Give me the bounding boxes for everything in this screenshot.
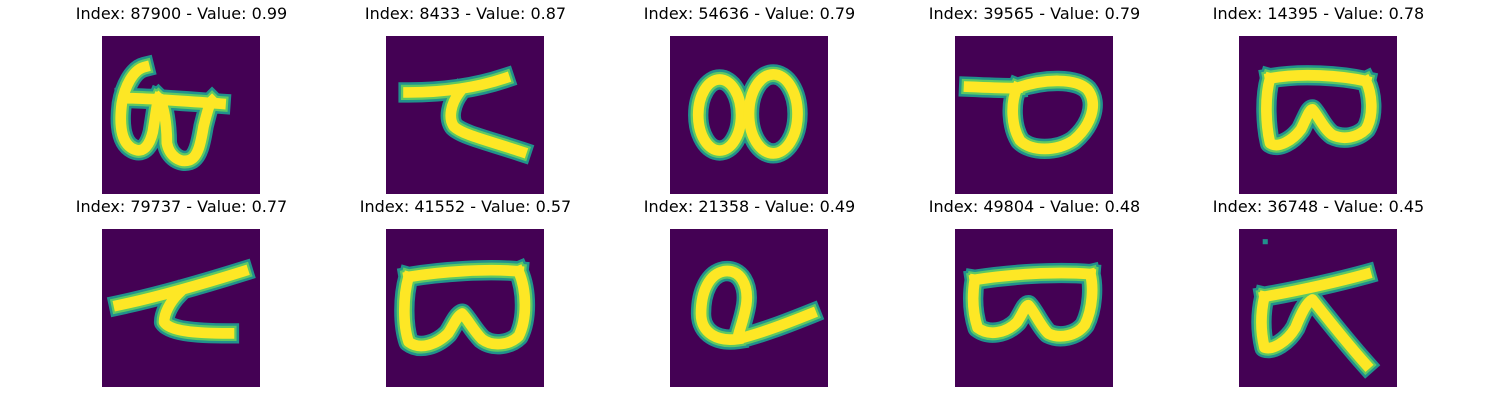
panel-10: Index: 36748 - Value: 0.45 xyxy=(1176,197,1461,387)
handwritten-glyph-image xyxy=(955,36,1113,194)
panel-8: Index: 21358 - Value: 0.49 xyxy=(607,197,892,387)
panel-6: Index: 79737 - Value: 0.77 xyxy=(39,197,324,387)
panel-2: Index: 8433 - Value: 0.87 xyxy=(323,4,608,194)
panel-title: Index: 36748 - Value: 0.45 xyxy=(1212,197,1425,216)
panel-9: Index: 49804 - Value: 0.48 xyxy=(892,197,1177,387)
handwritten-glyph-image xyxy=(1239,36,1397,194)
handwritten-glyph-image xyxy=(102,36,260,194)
panel-title: Index: 8433 - Value: 0.87 xyxy=(364,4,567,23)
panel-title: Index: 41552 - Value: 0.57 xyxy=(359,197,572,216)
panel-title: Index: 21358 - Value: 0.49 xyxy=(643,197,856,216)
panel-title: Index: 39565 - Value: 0.79 xyxy=(928,4,1141,23)
handwritten-glyph-image xyxy=(386,36,544,194)
handwritten-glyph-image xyxy=(1239,229,1397,387)
panel-title: Index: 54636 - Value: 0.79 xyxy=(643,4,856,23)
panel-3: Index: 54636 - Value: 0.79 xyxy=(607,4,892,194)
handwritten-glyph-image xyxy=(102,229,260,387)
handwritten-glyph-image xyxy=(955,229,1113,387)
handwritten-glyph-image xyxy=(386,229,544,387)
panel-title: Index: 79737 - Value: 0.77 xyxy=(75,197,288,216)
panel-title: Index: 49804 - Value: 0.48 xyxy=(928,197,1141,216)
panel-title: Index: 14395 - Value: 0.78 xyxy=(1212,4,1425,23)
panel-title: Index: 87900 - Value: 0.99 xyxy=(75,4,288,23)
panel-5: Index: 14395 - Value: 0.78 xyxy=(1176,4,1461,194)
handwritten-glyph-image xyxy=(670,36,828,194)
panel-4: Index: 39565 - Value: 0.79 xyxy=(892,4,1177,194)
panel-1: Index: 87900 - Value: 0.99 xyxy=(39,4,324,194)
handwritten-glyph-image xyxy=(670,229,828,387)
panel-7: Index: 41552 - Value: 0.57 xyxy=(323,197,608,387)
